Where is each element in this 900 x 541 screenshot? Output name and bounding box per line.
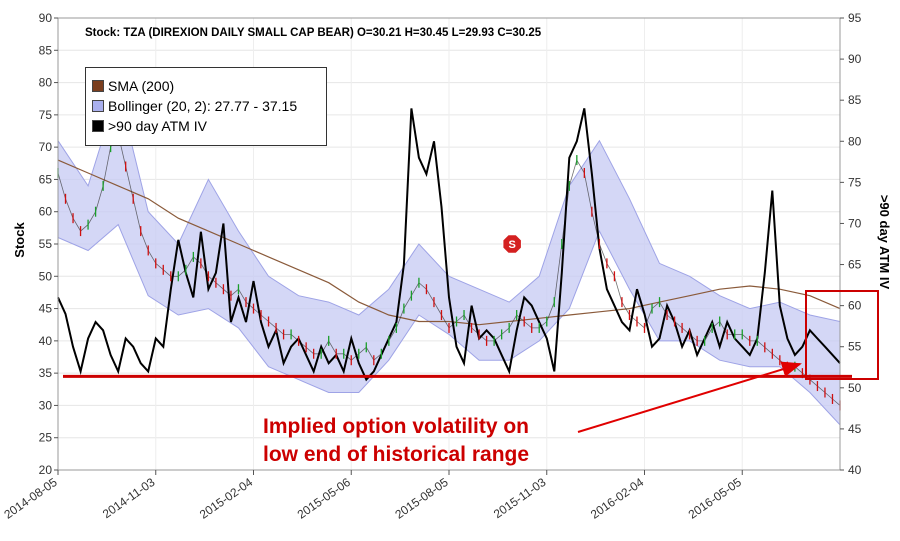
x-tick-label: 2016-02-04 [588, 475, 647, 522]
y-tick-label: 75 [39, 108, 53, 122]
y-axis-label-text: Stock [12, 222, 27, 258]
annotation-arrow [577, 361, 802, 433]
y-tick-label: 90 [39, 11, 53, 25]
y-tick-label: 50 [39, 269, 53, 283]
annotation-line-1: Implied option volatility on [263, 415, 529, 438]
iv-line [57, 108, 841, 382]
y-tick-label: 85 [39, 43, 53, 57]
x-tick-label: 2014-08-05 [1, 475, 60, 522]
y-tick-label: 30 [39, 398, 53, 412]
y2-axis-label-text: >90 day ATM IV [877, 194, 892, 290]
y2-tick-label: 70 [848, 216, 862, 230]
y-tick-label: 35 [39, 366, 53, 380]
y-axis-label: Stock [12, 220, 32, 260]
x-tick-label: 2016-05-05 [686, 475, 745, 522]
legend-item-sma: SMA (200) [92, 76, 320, 96]
legend-label-sma: SMA (200) [108, 78, 175, 94]
legend-item-bollinger: Bollinger (20, 2): 27.77 - 37.15 [92, 96, 320, 116]
annotation: Implied option volatility on low end of … [263, 413, 529, 469]
highlight-box [805, 290, 879, 380]
y-tick-label: 45 [39, 302, 53, 316]
y2-tick-label: 90 [848, 52, 862, 66]
y2-tick-label: 80 [848, 134, 862, 148]
x-tick-label: 2015-08-05 [392, 475, 451, 522]
legend-label-bollinger: Bollinger (20, 2): 27.77 - 37.15 [108, 98, 298, 114]
y2-tick-label: 85 [848, 93, 862, 107]
x-tick-label: 2014-11-03 [100, 475, 158, 521]
x-tick-label: 2015-11-03 [491, 475, 549, 521]
y2-tick-label: 55 [848, 340, 862, 354]
y-tick-label: 55 [39, 237, 53, 251]
y-tick-label: 40 [39, 334, 53, 348]
signal-marker-label: S [508, 239, 515, 251]
y-tick-label: 60 [39, 205, 53, 219]
sma-line [57, 159, 841, 326]
y-tick-label: 80 [39, 76, 53, 90]
y-tick-label: 20 [39, 463, 53, 477]
y2-tick-label: 50 [848, 381, 862, 395]
chart-title: Stock: TZA (DIREXION DAILY SMALL CAP BEA… [85, 27, 541, 39]
legend-label-iv: >90 day ATM IV [108, 118, 207, 134]
x-tick-label: 2015-02-04 [197, 475, 256, 522]
y2-tick-label: 75 [848, 175, 862, 189]
y2-axis-label: >90 day ATM IV [872, 172, 892, 312]
legend-swatch-iv [92, 120, 104, 132]
annotation-line-2: low end of historical range [263, 443, 530, 466]
y2-tick-label: 60 [848, 299, 862, 313]
legend-swatch-bollinger [92, 100, 104, 112]
legend: SMA (200) Bollinger (20, 2): 27.77 - 37.… [85, 67, 327, 146]
y2-tick-label: 95 [848, 11, 862, 25]
legend-swatch-sma [92, 80, 104, 92]
y2-tick-label: 65 [848, 258, 862, 272]
x-tick-label: 2015-05-06 [295, 475, 354, 522]
y-tick-label: 65 [39, 172, 53, 186]
legend-item-iv: >90 day ATM IV [92, 116, 320, 136]
y2-tick-label: 40 [848, 463, 862, 477]
y-tick-label: 25 [39, 431, 53, 445]
signal-marker [502, 234, 522, 254]
y-tick-label: 70 [39, 140, 53, 154]
y2-tick-label: 45 [848, 422, 862, 436]
chart-title-text: Stock: TZA (DIREXION DAILY SMALL CAP BEA… [85, 27, 542, 39]
